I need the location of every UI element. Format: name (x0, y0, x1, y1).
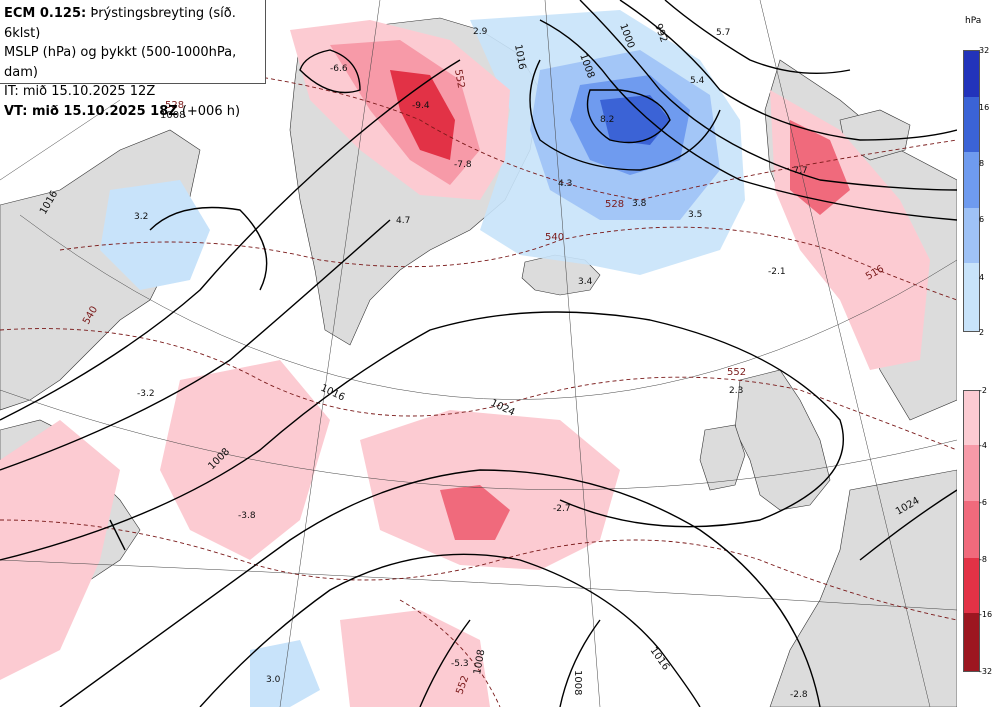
legend-swatch-neg8 (963, 558, 980, 614)
isobar-label: 1008 (160, 110, 185, 121)
thickness-label: 540 (545, 232, 564, 243)
pressure-change-shading (0, 10, 930, 707)
change-value: 3.8 (632, 199, 647, 209)
isobars (0, 0, 957, 707)
change-value: -7.7 (790, 166, 808, 176)
thickness-label: 528 (605, 199, 624, 210)
legend-swatch-neg6 (963, 501, 980, 559)
legend-label: -8 (979, 555, 987, 564)
change-value: 5.4 (690, 76, 705, 86)
change-value: -3.2 (137, 389, 155, 399)
legend-swatch-8 (963, 152, 980, 209)
title-line-2: MSLP (hPa) og þykkt (500-1000hPa, dam) (4, 45, 237, 80)
change-value: 4.7 (396, 216, 410, 226)
change-value: 3.0 (266, 675, 281, 685)
legend-label: 32 (979, 46, 990, 55)
isobar-label: 1008 (472, 649, 487, 676)
change-value: 2.9 (473, 27, 488, 37)
isobar-label: 1016 (648, 645, 672, 672)
weather-map: 1008 1016 1024 1008 1016 1024 1016 1008 … (0, 0, 957, 707)
legend-label: -16 (979, 610, 993, 619)
thickness-label: 552 (727, 367, 746, 378)
thickness-label: 552 (452, 69, 466, 90)
change-value: 3.4 (578, 277, 593, 287)
change-value: -5.3 (451, 659, 469, 669)
change-value: 4.3 (558, 179, 572, 189)
title-line-3: IT: mið 15.10.2025 12Z (4, 84, 156, 99)
europe-continent (769, 469, 957, 707)
title-line-1: ECM 0.125: Þrýstingsbreyting (síð. 6klst… (4, 4, 261, 43)
legend-label: -32 (979, 667, 993, 676)
legend-label: 4 (979, 273, 985, 282)
pressure-change-values: -6.6 -9.4 -7.8 2.9 5.7 5.4 8.2 4.3 3.8 3… (134, 27, 808, 700)
legend-label: 2 (979, 328, 985, 337)
title-line-4: VT: mið 15.10.2025 18Z (+006 h) (4, 102, 261, 122)
isobar-label: 1016 (512, 44, 527, 71)
legend-swatch-4 (963, 263, 980, 332)
legend-label: 8 (979, 159, 985, 168)
red-shading-greenland-core (390, 70, 455, 160)
change-value: 2.3 (729, 386, 743, 396)
valid-time: VT: mið 15.10.2025 18Z (4, 103, 178, 119)
forecast-step: (+006 h) (177, 103, 241, 119)
legend-label: -6 (979, 498, 987, 507)
legend-swatch-16 (963, 97, 980, 153)
legend-unit: hPa (965, 16, 982, 26)
legend-label: 6 (979, 215, 985, 224)
legend-swatch-neg4 (963, 445, 980, 502)
blue-shading-west (100, 180, 210, 290)
change-value: -2.8 (790, 690, 808, 700)
blue-shading-bottom (250, 640, 320, 707)
map-title-box: ECM 0.125: Þrýstingsbreyting (síð. 6klst… (0, 0, 266, 119)
change-value: 8.2 (600, 115, 614, 125)
ireland (699, 424, 746, 491)
change-value: -9.4 (412, 101, 430, 111)
change-value: -2.7 (553, 504, 571, 514)
title-product: Þrýstingsbreyting (síð. 6klst) (4, 6, 236, 41)
red-shading-atlantic-core (440, 485, 510, 540)
change-value: -3.8 (238, 511, 256, 521)
legend-swatch-neg16 (963, 613, 980, 672)
legend-swatch-neg2 (963, 390, 980, 447)
legend-label: 16 (979, 103, 990, 112)
britain (734, 369, 831, 511)
change-value: -6.6 (330, 64, 348, 74)
lat-lon-grid (0, 0, 957, 707)
isobar-label: 1008 (572, 670, 583, 695)
legend-label: -4 (979, 441, 987, 450)
change-value: 5.7 (716, 28, 730, 38)
legend-swatch-32 (963, 50, 980, 99)
change-value: -2.1 (768, 267, 786, 277)
red-shading-scandinavia-core (790, 120, 850, 215)
red-shading-bottom (340, 610, 490, 707)
change-value: -7.8 (454, 160, 472, 170)
change-value: 3.5 (688, 210, 702, 220)
thickness-label: 528 (165, 100, 184, 111)
red-shading-west (0, 420, 120, 680)
blue-shading-max (600, 95, 670, 145)
legend-swatch-6 (963, 208, 980, 264)
change-value: 3.2 (134, 212, 148, 222)
model-name: ECM 0.125: (4, 6, 87, 21)
legend-label: -2 (979, 386, 987, 395)
red-shading-atlantic (360, 410, 620, 570)
